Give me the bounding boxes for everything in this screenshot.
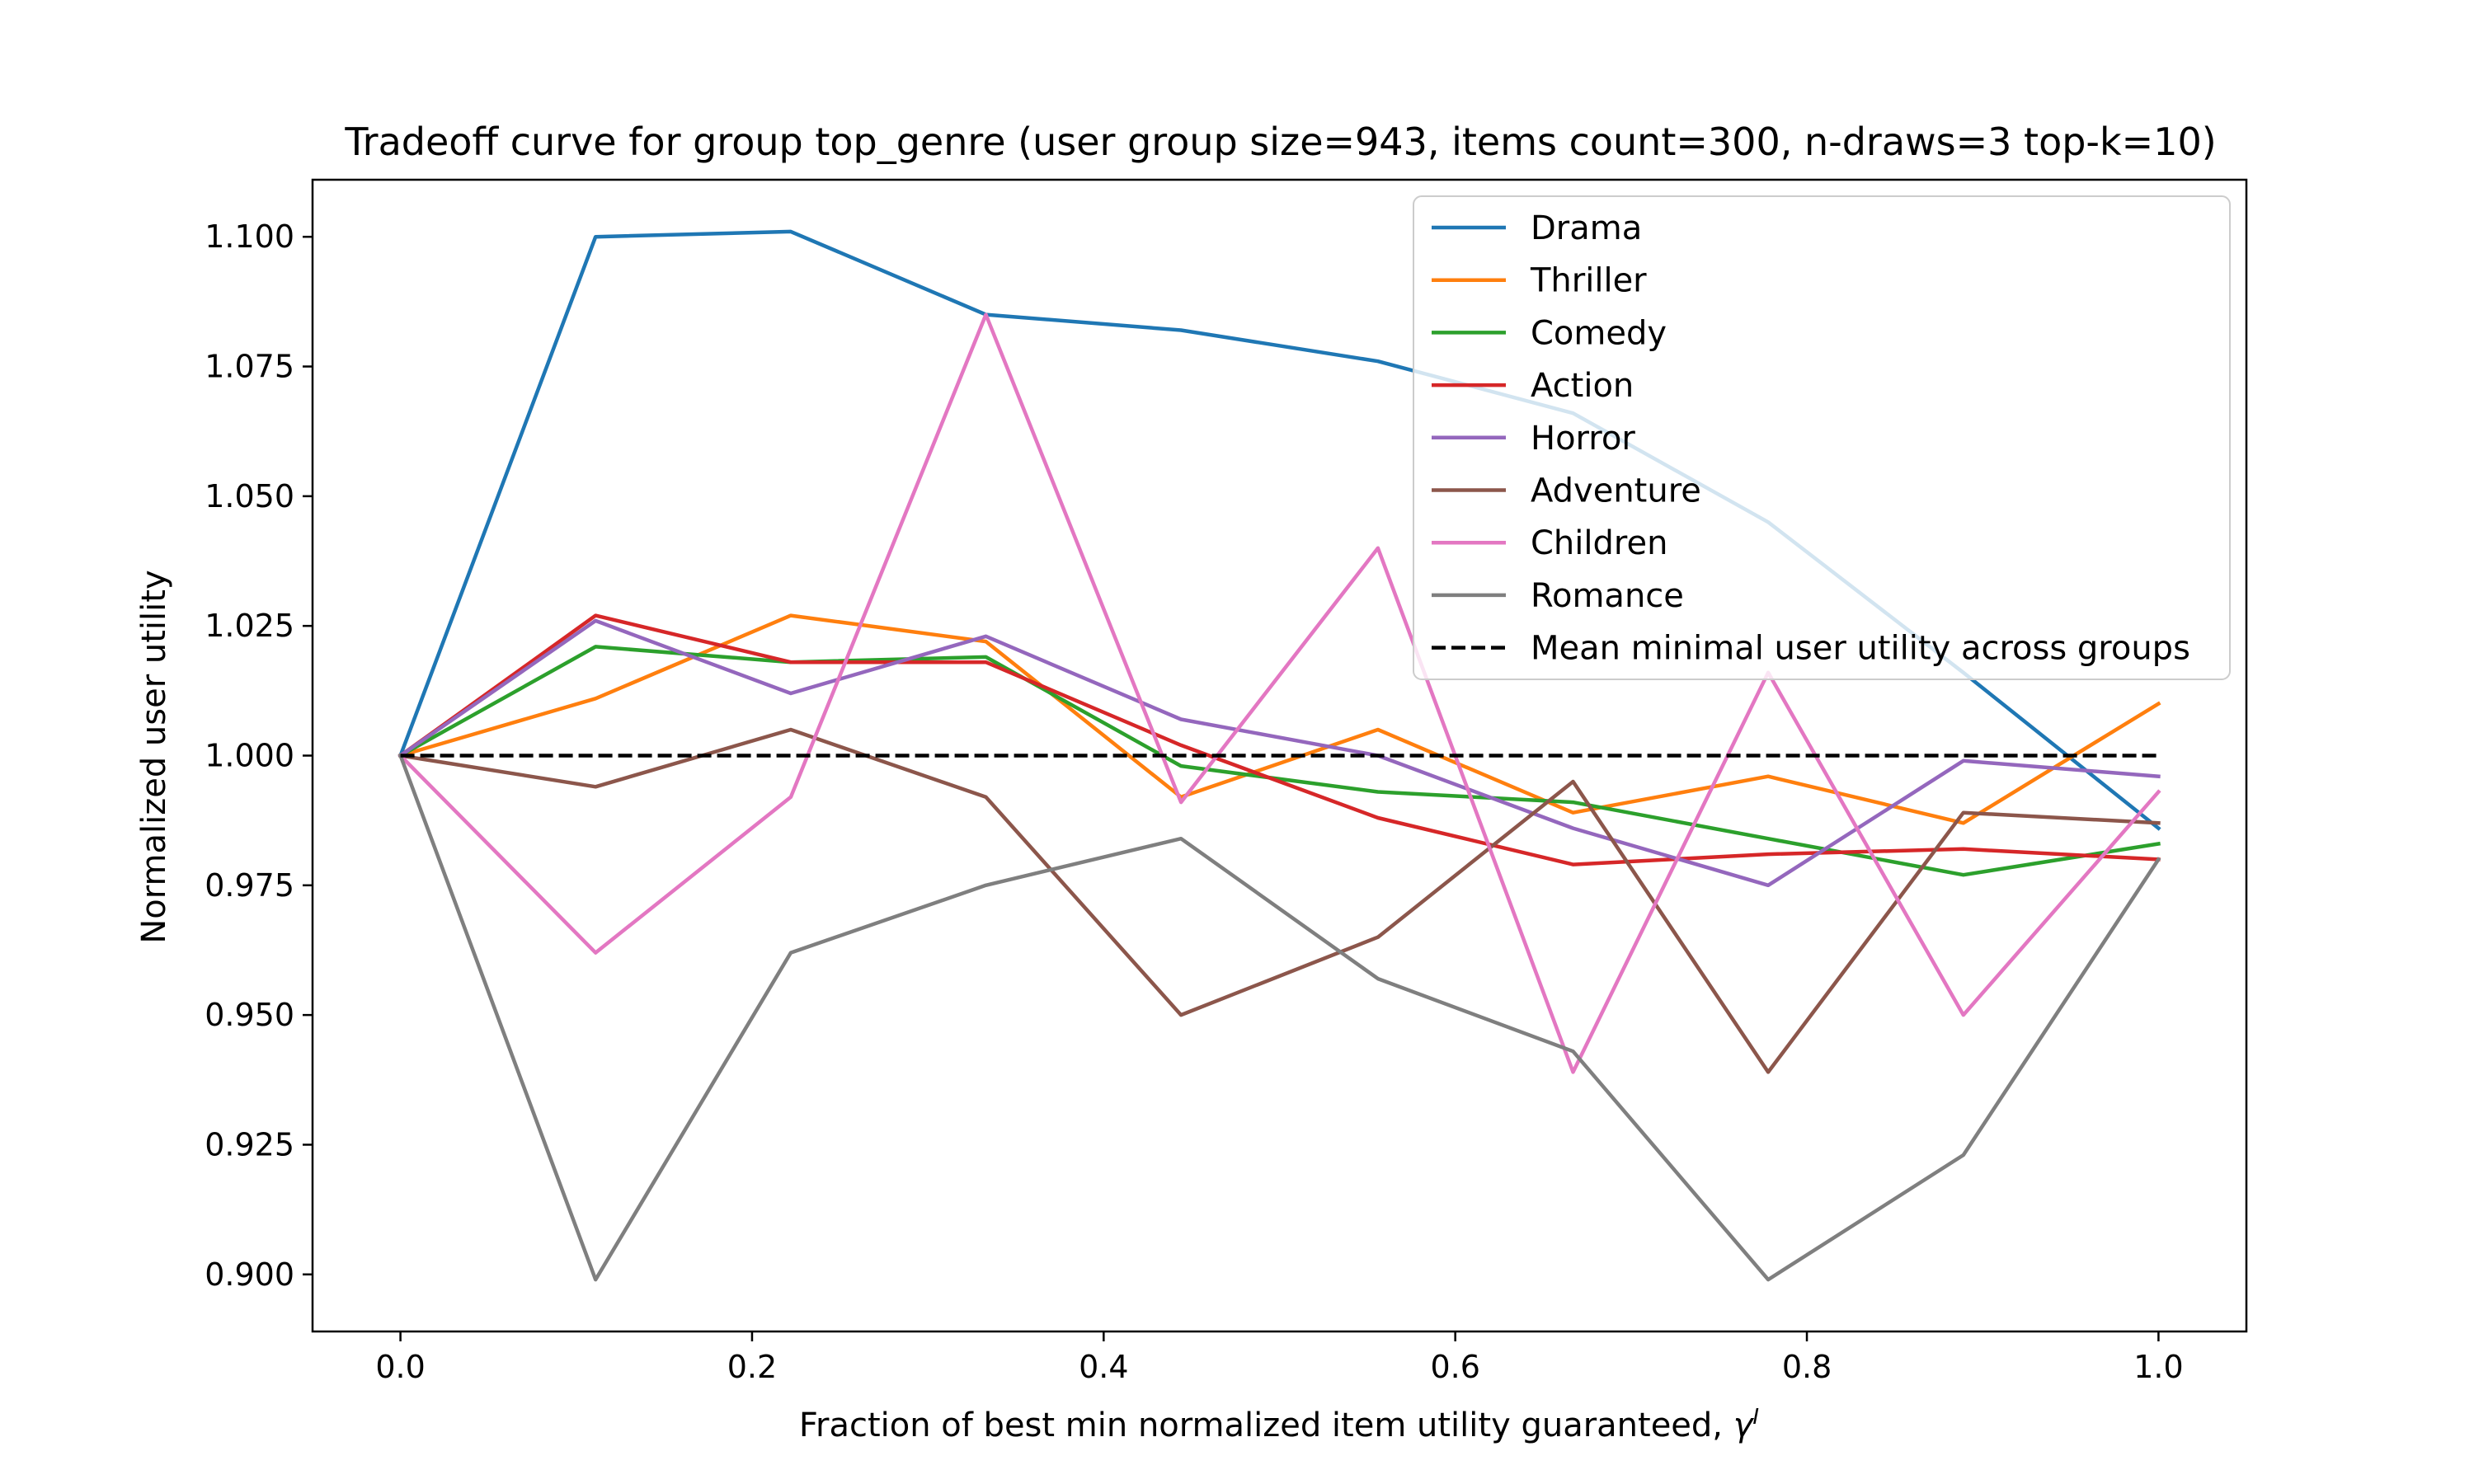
x-tick-label: 0.0 xyxy=(375,1349,425,1385)
legend-box xyxy=(1413,195,2231,680)
series-layer xyxy=(397,229,2161,1282)
legend-label: Comedy xyxy=(1531,314,1667,352)
ticks-layer: 0.0 0.2 0.4 0.6 0.8 1.0 0.900 0.925 0.950 0.975 1.… xyxy=(205,218,2183,1385)
series-line-action xyxy=(397,613,2161,866)
y-tick-label: 0.975 xyxy=(205,867,294,904)
x-tick-label: 0.2 xyxy=(727,1349,777,1385)
legend-label: Horror xyxy=(1531,420,1635,458)
legend-label: Drama xyxy=(1531,209,1642,247)
legend-label: Mean minimal user utility across groups xyxy=(1531,630,2190,668)
legend-label: Adventure xyxy=(1531,472,1701,510)
legend-label: Children xyxy=(1531,524,1667,562)
series-line-adventure xyxy=(398,727,2161,1074)
legend-label: Thriller xyxy=(1530,262,1647,300)
x-axis-label-symbol: γ xyxy=(1733,1407,1755,1444)
legend-label: Romance xyxy=(1531,577,1684,615)
y-tick-label: 1.100 xyxy=(205,218,294,255)
y-tick-label: 0.925 xyxy=(205,1126,294,1162)
y-tick-label: 0.950 xyxy=(205,997,294,1033)
legend: Drama Thriller Comedy Action Horror Adventure… xyxy=(1413,195,2231,680)
x-tick-label: 1.0 xyxy=(2133,1349,2183,1385)
y-tick-label: 1.075 xyxy=(205,349,294,385)
y-axis-label: Normalized user utility xyxy=(135,570,173,943)
x-tick-label: 0.4 xyxy=(1079,1349,1128,1385)
y-tick-label: 1.000 xyxy=(205,738,294,774)
x-axis-label-superscript: I xyxy=(1752,1405,1759,1430)
x-axis-label-text: Fraction of best min normalized item uti… xyxy=(799,1407,1733,1444)
x-tick-label: 0.6 xyxy=(1430,1349,1479,1385)
series-line-comedy xyxy=(397,645,2161,877)
y-tick-label: 1.050 xyxy=(205,478,294,514)
legend-label: Action xyxy=(1531,367,1634,405)
series-line-romance xyxy=(397,753,2161,1282)
series-line-horror xyxy=(397,618,2161,888)
legend-items: Drama Thriller Comedy Action Horror Adventure… xyxy=(1432,209,2190,668)
series-line-children xyxy=(397,312,2161,1074)
x-tick-label: 0.8 xyxy=(1782,1349,1832,1385)
x-axis-label: Fraction of best min normalized item uti… xyxy=(799,1405,1759,1444)
y-tick-label: 0.900 xyxy=(205,1256,294,1293)
chart-title: Tradeoff curve for group top_genre (user… xyxy=(344,120,2216,164)
y-tick-label: 1.025 xyxy=(205,608,294,644)
